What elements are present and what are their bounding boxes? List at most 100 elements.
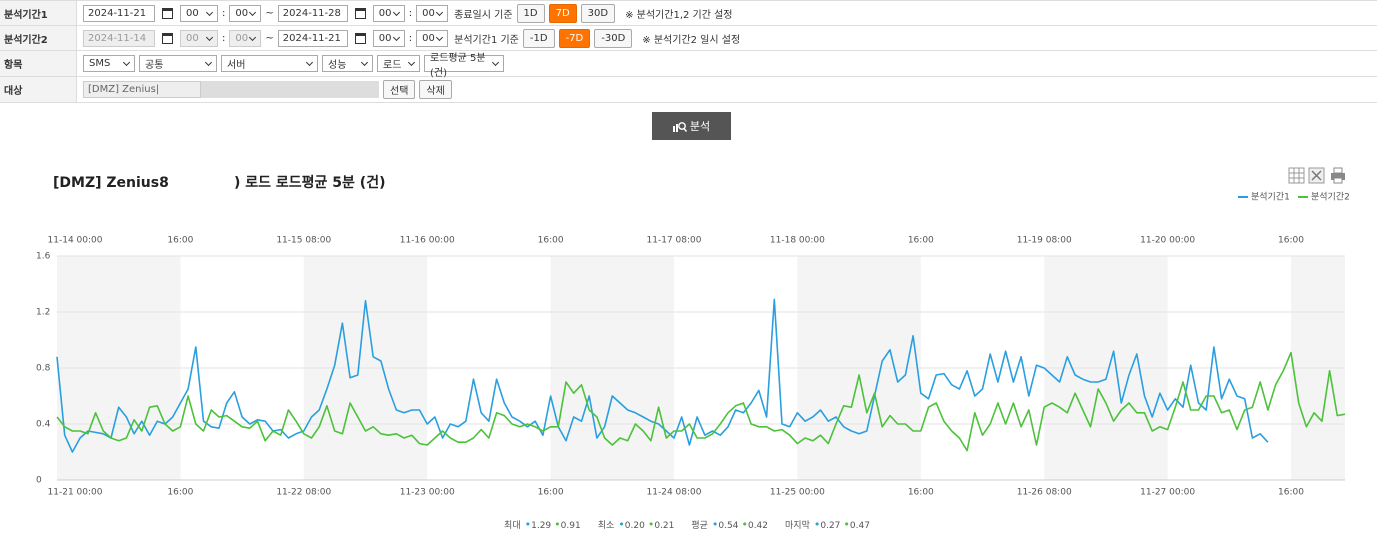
- hour-select[interactable]: 00: [180, 4, 218, 22]
- target-button[interactable]: 선택: [383, 80, 416, 99]
- summary-bullet: •: [554, 518, 561, 531]
- range-button[interactable]: -30D: [594, 28, 633, 48]
- x2-tick-label: 11-20 00:00: [1140, 236, 1195, 246]
- summary-value: 0.42: [747, 521, 769, 531]
- x2-tick-label: 16:00: [908, 236, 934, 246]
- separator: :: [222, 7, 226, 19]
- item-select[interactable]: 로드: [377, 55, 420, 72]
- y-tick-label: 0: [36, 476, 42, 486]
- x-tick-label: 11-23 00:00: [400, 488, 455, 498]
- date-input[interactable]: 2024-11-21: [277, 29, 348, 47]
- period2-row: 분석기간2 2024-11-14 00 : 00 ~ 2024-11-21 00…: [0, 26, 1377, 51]
- separator: :: [408, 32, 413, 44]
- item-select[interactable]: 성능: [322, 55, 373, 72]
- summary-group: 평균 •0.54 •0.42: [691, 518, 771, 531]
- date-input[interactable]: 2024-11-21: [83, 4, 155, 22]
- x-tick-label: 11-22 08:00: [276, 488, 331, 498]
- summary-bullet: •: [524, 518, 532, 531]
- item-select[interactable]: 서버: [221, 55, 318, 72]
- analyze-button[interactable]: 분석: [652, 112, 731, 140]
- target-input[interactable]: [DMZ] Zenius|: [83, 81, 201, 98]
- x-tick-label: 16:00: [167, 488, 193, 498]
- range-buttons: 1D 7D 30D: [516, 3, 616, 23]
- summary-value: 0.20: [624, 521, 645, 531]
- summary-bullet: •: [618, 518, 625, 531]
- row-label: 분석기간1: [0, 1, 77, 25]
- item-select[interactable]: SMS: [83, 55, 135, 72]
- separator: :: [222, 32, 226, 44]
- x-tick-label: 11-25 00:00: [770, 488, 825, 498]
- basis-text: 분석기간1 기준: [454, 34, 519, 46]
- redacted-area: [201, 81, 379, 98]
- item-select[interactable]: 로드평균 5분 (건): [424, 53, 504, 79]
- filter-form: 분석기간1 2024-11-21 00 : 00 ~ 2024-11-28 00…: [0, 0, 1377, 103]
- minute-select[interactable]: 00: [416, 4, 449, 22]
- calendar-icon[interactable]: [354, 7, 366, 19]
- series-line: [56, 351, 1346, 452]
- y-tick-label: 0.4: [36, 420, 51, 430]
- x2-tick-label: 11-14 00:00: [48, 236, 103, 246]
- controls: SMS 공통 서버 성능 로드 로드평균 5분 (건): [83, 53, 504, 79]
- note: ※ 분석기간1,2 기간 설정: [625, 9, 733, 21]
- x2-tick-label: 11-18 00:00: [770, 236, 825, 246]
- chart-title: [DMZ] Zenius8: [53, 175, 169, 191]
- chart-title: ) 로드 로드평균 5분 (건): [234, 174, 385, 191]
- range-button[interactable]: 7D: [548, 3, 577, 23]
- summary-group: 마지막 •0.27 •0.47: [785, 518, 873, 531]
- select-text: 00: [422, 32, 435, 44]
- period1-row: 분석기간1 2024-11-21 00 : 00 ~ 2024-11-28 00…: [0, 0, 1377, 26]
- select-text: 로드: [383, 60, 402, 71]
- summary-bullet: •: [843, 518, 850, 531]
- y-tick-label: 1.2: [36, 308, 50, 318]
- hour-select[interactable]: 00: [372, 4, 405, 22]
- x2-tick-label: 16:00: [538, 236, 564, 246]
- summary-value: 1.29: [531, 521, 552, 531]
- select-text: 00: [235, 32, 249, 44]
- controls: 2024-11-14 00 : 00 ~ 2024-11-21 00 : 00 …: [83, 28, 740, 48]
- row-label: 분석기간2: [0, 26, 77, 50]
- separator: ~: [265, 32, 274, 44]
- range-button[interactable]: 1D: [516, 3, 545, 23]
- hour-select: 00: [180, 29, 218, 47]
- select-text: 서버: [227, 60, 246, 71]
- minute-select[interactable]: 00: [229, 4, 262, 22]
- select-text: 로드평균 5분 (건): [430, 52, 486, 79]
- date-input[interactable]: 2024-11-28: [277, 4, 348, 22]
- item-select[interactable]: 공통: [139, 55, 217, 72]
- x2-tick-label: 11-15 08:00: [276, 236, 331, 246]
- x2-tick-label: 16:00: [1278, 236, 1304, 246]
- y-tick-label: 1.6: [36, 252, 51, 262]
- x-tick-label: 11-21 00:00: [48, 488, 103, 498]
- summary-value: 0.91: [560, 521, 581, 531]
- summary-value: 0.21: [654, 521, 675, 531]
- x-tick-label: 16:00: [908, 488, 934, 498]
- summary-group: 최대 •1.29 •0.91: [504, 518, 584, 531]
- separator: ~: [265, 7, 274, 19]
- hour-select[interactable]: 00: [372, 29, 405, 47]
- x-tick-label: 11-26 08:00: [1017, 488, 1072, 498]
- x2-tick-label: 11-17 08:00: [647, 236, 702, 246]
- summary-group: 최소 •0.20 •0.21: [598, 518, 678, 531]
- row-label: 항목: [0, 51, 77, 76]
- select-text: 00: [378, 7, 392, 19]
- summary-value: 0.54: [718, 521, 739, 531]
- date-input: 2024-11-14: [83, 29, 155, 47]
- legend-label: 분석기간2: [1311, 192, 1350, 203]
- summary-label: 마지막: [785, 521, 810, 531]
- toolbar-icons[interactable]: [1288, 167, 1345, 184]
- calendar-icon[interactable]: [354, 32, 366, 44]
- target-button[interactable]: 삭제: [419, 80, 452, 99]
- minute-select[interactable]: 00: [416, 29, 449, 47]
- summary-label: 평균: [691, 521, 708, 531]
- summary-bullet: •: [813, 518, 821, 531]
- calendar-icon[interactable]: [162, 7, 173, 19]
- calendar-icon[interactable]: [162, 32, 173, 44]
- range-button[interactable]: 30D: [580, 3, 616, 23]
- select-text: 00: [186, 32, 199, 44]
- range-button[interactable]: -7D: [558, 28, 591, 48]
- summary-bullet: •: [647, 518, 655, 531]
- range-button[interactable]: -1D: [522, 28, 555, 48]
- range-buttons: -1D -7D -30D: [522, 28, 633, 48]
